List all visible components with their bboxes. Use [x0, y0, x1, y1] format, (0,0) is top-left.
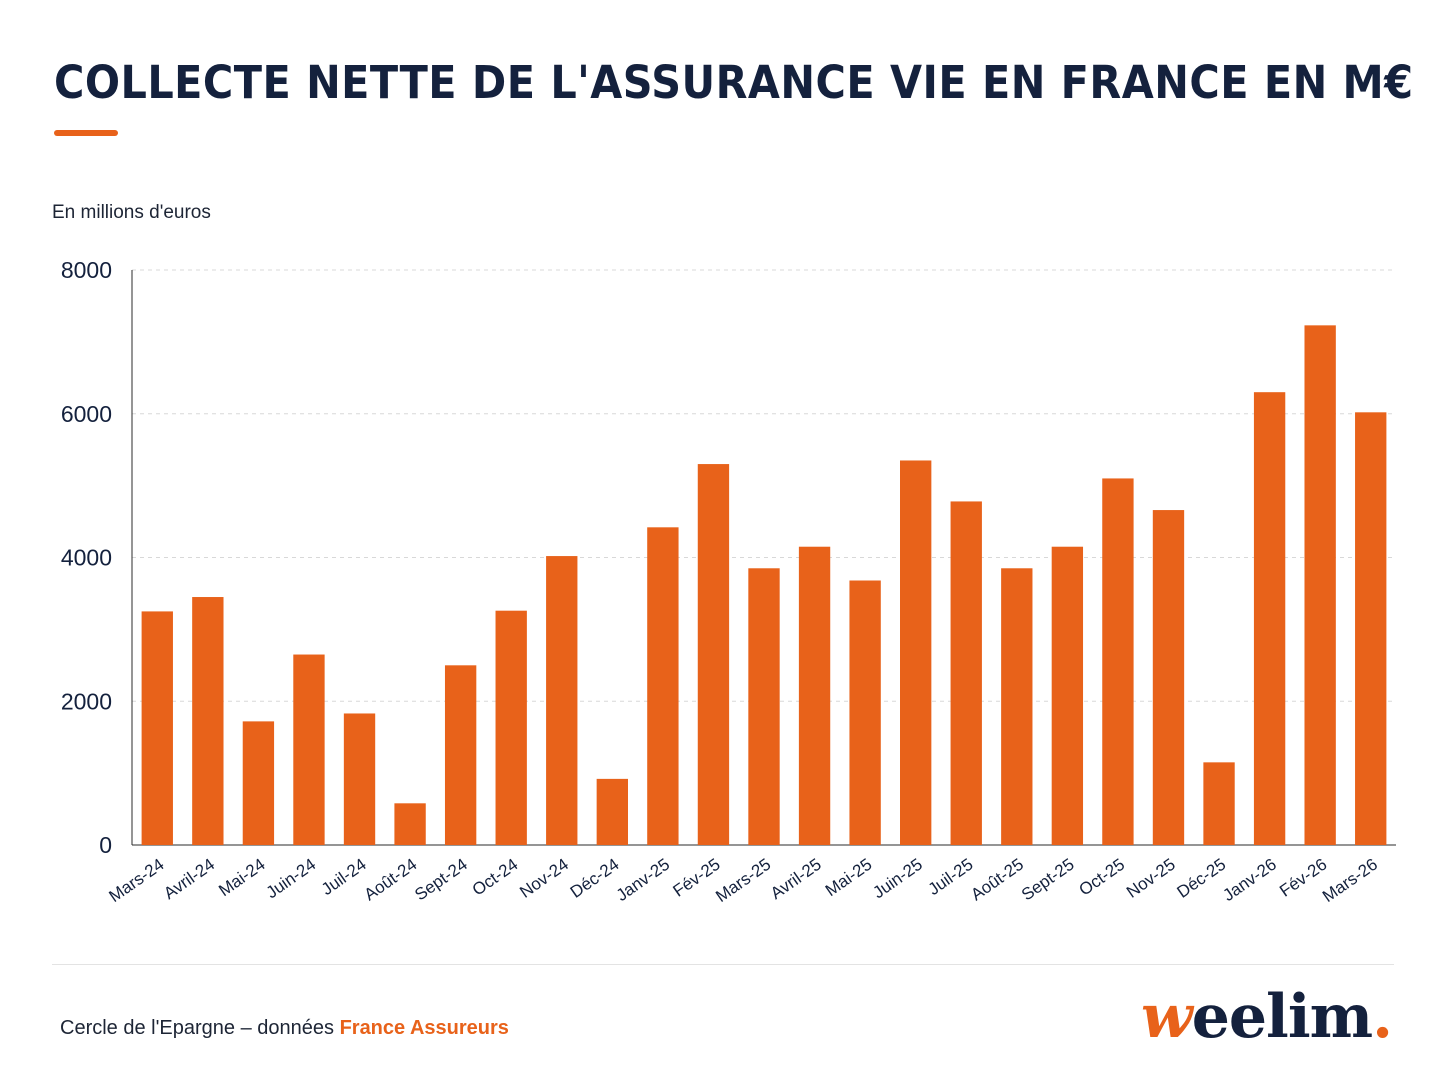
x-tick-label: Mai-25: [822, 855, 875, 900]
x-tick-label: Déc-24: [567, 855, 623, 902]
x-tick-label: Mai-24: [215, 855, 268, 900]
bar: [798, 546, 831, 845]
x-tick-label: Sept-24: [411, 855, 471, 905]
bar: [192, 597, 224, 845]
y-tick-label: 6000: [61, 401, 112, 427]
y-tick-label: 2000: [61, 688, 112, 714]
bar: [1203, 762, 1235, 845]
bar: [950, 501, 982, 845]
x-tick-label: Avril-25: [767, 855, 825, 903]
x-tick-label: Oct-25: [1076, 855, 1129, 900]
x-tick-label: Juin-24: [263, 855, 320, 903]
bar: [1152, 510, 1185, 845]
source-note: Cercle de l'Epargne – données France Ass…: [60, 1017, 509, 1040]
x-tick-label: Janv-26: [1219, 855, 1279, 905]
bar: [141, 611, 173, 845]
bar: [697, 464, 730, 845]
bar: [546, 556, 578, 845]
bar: [900, 460, 932, 845]
brand-dot: .: [1372, 982, 1393, 1052]
x-tick-label: Avril-24: [160, 855, 218, 903]
bar: [596, 778, 628, 845]
bar: [495, 610, 527, 845]
bar: [849, 580, 881, 845]
y-tick-label: 4000: [61, 545, 112, 571]
bar: [748, 568, 780, 845]
source-prefix: Cercle de l'Epargne – données: [60, 1017, 340, 1039]
x-tick-label: Nov-25: [1123, 855, 1179, 902]
bar: [1051, 546, 1084, 845]
title-accent-bar: [54, 130, 118, 136]
chart-title: COLLECTE NETTE DE L'ASSURANCE VIE EN FRA…: [54, 56, 1414, 109]
x-tick-label: Déc-25: [1174, 855, 1230, 902]
bar: [293, 654, 325, 845]
x-tick-label: Nov-24: [516, 855, 572, 902]
y-tick-label: 0: [99, 832, 112, 858]
source-highlight: France Assureurs: [339, 1017, 509, 1039]
bar-chart: 02000400060008000Mars-24Avril-24Mai-24Ju…: [61, 257, 1396, 906]
brand-initial: w: [1141, 982, 1193, 1052]
x-tick-label: Août-24: [361, 855, 421, 905]
x-tick-label: Oct-24: [469, 855, 522, 900]
bar: [1102, 478, 1134, 845]
x-tick-label: Juin-25: [869, 855, 926, 903]
brand-name: eelim: [1191, 982, 1373, 1052]
bar: [444, 665, 477, 845]
x-tick-label: Sept-25: [1018, 855, 1078, 905]
bar: [1355, 412, 1387, 845]
y-tick-label: 8000: [61, 257, 112, 283]
bar: [242, 721, 275, 845]
brand-logo: weelim.: [1141, 982, 1393, 1052]
x-tick-label: Mars-25: [712, 855, 774, 906]
footer-divider: [52, 964, 1394, 965]
x-tick-label: Janv-25: [613, 855, 673, 905]
x-tick-label: Mars-26: [1319, 855, 1381, 906]
bar: [1304, 325, 1336, 845]
bar: [1001, 568, 1033, 845]
bar: [647, 527, 679, 845]
y-axis-unit-label: En millions d'euros: [52, 202, 211, 223]
bar: [394, 803, 426, 845]
bar: [1253, 392, 1286, 845]
x-tick-label: Août-25: [967, 855, 1027, 905]
x-tick-label: Mars-24: [106, 855, 168, 906]
bar: [343, 713, 376, 845]
